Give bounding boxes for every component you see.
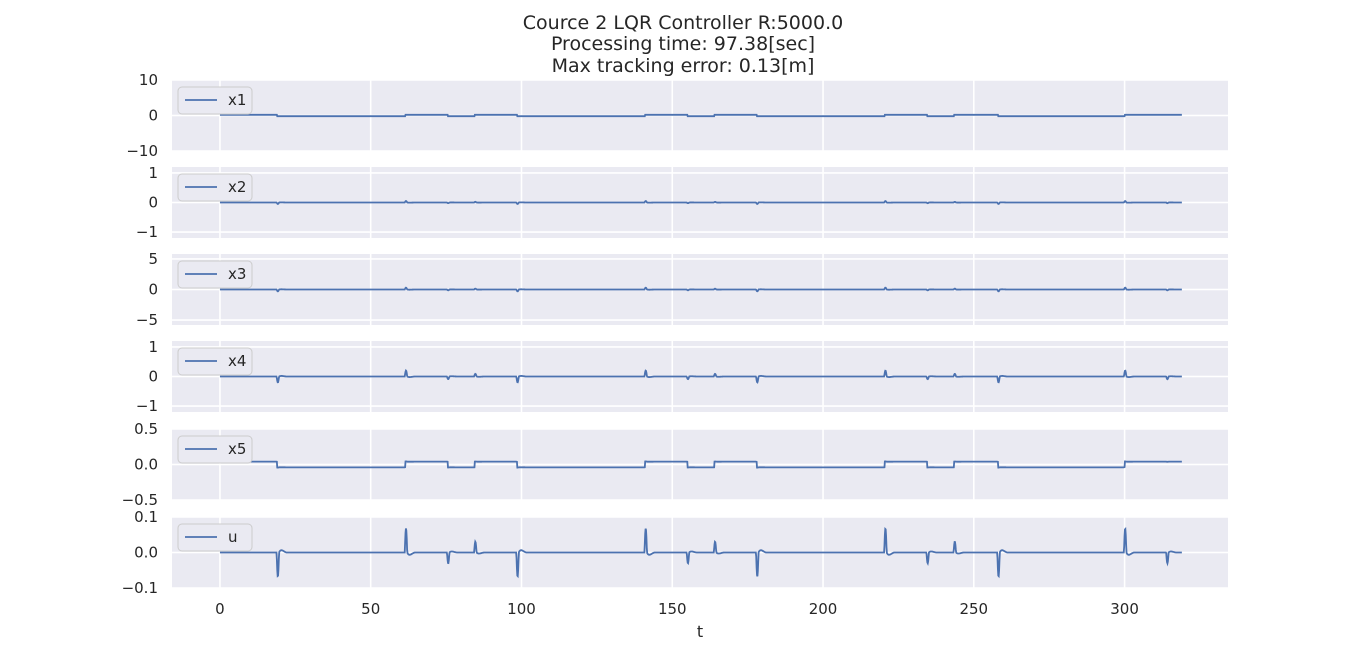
y-tick-label: 0 (148, 368, 158, 386)
y-tick-label: −0.1 (122, 579, 158, 597)
y-tick-label: 5 (148, 250, 158, 268)
y-tick-label: 0 (148, 107, 158, 125)
y-tick-label: 0.5 (134, 420, 158, 438)
y-tick-label: −10 (126, 142, 158, 160)
legend-x5: x5 (177, 435, 253, 464)
y-tick-label: −0.5 (122, 491, 158, 509)
legend-x4: x4 (177, 347, 253, 376)
y-tick-label: −1 (136, 397, 158, 415)
series-line-x1 (219, 113, 1182, 118)
subplot-x2: −1 0 1 x2 (136, 164, 1228, 241)
x-tick-label: 50 (361, 600, 380, 618)
x-tick-label: 300 (1110, 600, 1139, 618)
series-line-u (219, 526, 1182, 579)
x-tick-label: 250 (959, 600, 988, 618)
title-line-1: Cource 2 LQR Controller R:5000.0 (523, 12, 843, 34)
y-tick-label: 10 (139, 71, 158, 89)
subplot-x4: −1 0 1 x4 (136, 338, 1228, 415)
x-tick-label: 0 (215, 600, 225, 618)
legend-label: x3 (228, 265, 246, 283)
title-line-2: Processing time: 97.38[sec] (551, 33, 815, 55)
y-tick-label: 0.0 (134, 456, 158, 474)
x-axis-label: t (697, 622, 703, 641)
y-tick-label: 0.1 (134, 508, 158, 526)
x-tick-label: 150 (658, 600, 687, 618)
subplot-x3: −5 0 5 x3 (136, 250, 1228, 329)
y-tick-label: 1 (148, 338, 158, 356)
subplots: −10010x1−101x2−505x3−101x4−0.50.00.5x5−0… (122, 71, 1228, 597)
legend-x3: x3 (177, 260, 253, 289)
title-line-3: Max tracking error: 0.13[m] (552, 55, 815, 77)
legend-x1: x1 (177, 86, 253, 115)
subplot-x5: −0.5 0.0 0.5 x5 (122, 420, 1228, 509)
legend-x2: x2 (177, 173, 253, 202)
y-tick-label: −5 (136, 311, 158, 329)
legend-label: u (228, 528, 238, 546)
legend-label: x1 (228, 91, 246, 109)
legend-u: u (177, 523, 253, 552)
x-tick-label: 200 (809, 600, 838, 618)
x-axis: 0 50 100 150 200 250 300 (215, 600, 1139, 618)
subplot-x1: −10 0 10 x1 (126, 71, 1228, 160)
y-tick-label: 1 (148, 164, 158, 182)
series-line-x2 (219, 200, 1182, 205)
figure-title: Cource 2 LQR Controller R:5000.0 Process… (523, 12, 843, 77)
series-line-x5 (219, 460, 1182, 469)
subplot-u: −0.1 0.0 0.1 u (122, 508, 1228, 597)
y-tick-label: 0 (148, 194, 158, 212)
y-tick-label: −1 (136, 223, 158, 241)
x-tick-label: 100 (507, 600, 536, 618)
y-tick-label: 0 (148, 281, 158, 299)
y-tick-label: 0.0 (134, 544, 158, 562)
legend-label: x5 (228, 440, 246, 458)
legend-label: x2 (228, 178, 246, 196)
legend-label: x4 (228, 352, 246, 370)
series-line-x3 (219, 286, 1182, 293)
series-line-x4 (219, 368, 1182, 384)
